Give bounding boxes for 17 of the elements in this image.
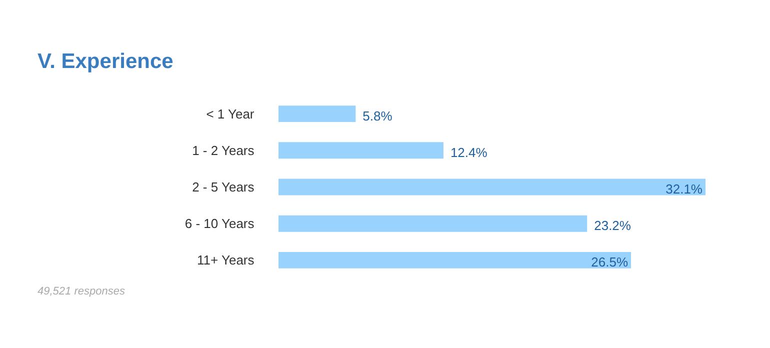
bar (278, 215, 588, 232)
data-label: 12.4% (450, 144, 488, 160)
bar (278, 142, 444, 159)
y-tick-label: 6 - 10 Years (184, 216, 255, 232)
data-label: 32.1% (666, 182, 703, 196)
text: V. Experience (38, 50, 174, 73)
bar (278, 178, 706, 196)
data-label: 23.2% (594, 218, 632, 234)
y-tick-label: 1 - 2 Years (192, 142, 255, 158)
text: 49,521 responses (38, 286, 126, 298)
y-tick-label: 2 - 5 Years (192, 180, 255, 194)
y-tick-label: 11+ Years (197, 252, 255, 268)
data-label: 5.8% (362, 108, 393, 124)
data-label: 26.5% (591, 254, 628, 270)
bar (278, 252, 632, 268)
y-tick-label: < 1 Year (206, 106, 255, 122)
bar (278, 106, 356, 122)
